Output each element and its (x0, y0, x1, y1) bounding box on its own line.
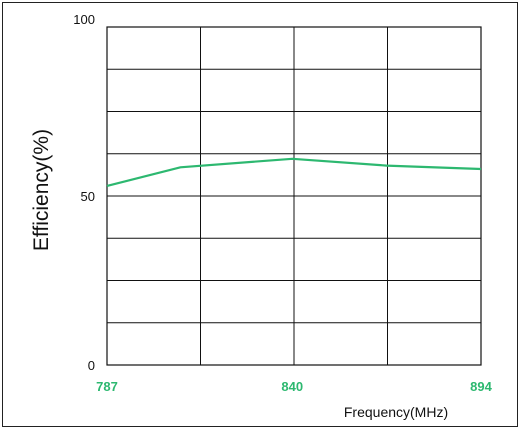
y-axis-label: Efficiency(%) (30, 129, 53, 251)
grid (107, 27, 481, 365)
plot-area (106, 26, 482, 366)
y-tick-label: 0 (88, 358, 95, 373)
y-tick-label: 100 (73, 12, 95, 27)
x-tick-labels: 787 840 894 (96, 379, 492, 394)
x-tick-label: 894 (470, 379, 492, 394)
x-axis-label: Frequency(MHz) (344, 404, 448, 420)
y-tick-labels: 0 50 100 (73, 12, 95, 373)
x-tick-label: 840 (281, 379, 303, 394)
chart-frame (2, 2, 518, 427)
y-tick-label: 50 (81, 189, 95, 204)
x-tick-label: 787 (96, 379, 118, 394)
efficiency-series-line (106, 157, 482, 187)
